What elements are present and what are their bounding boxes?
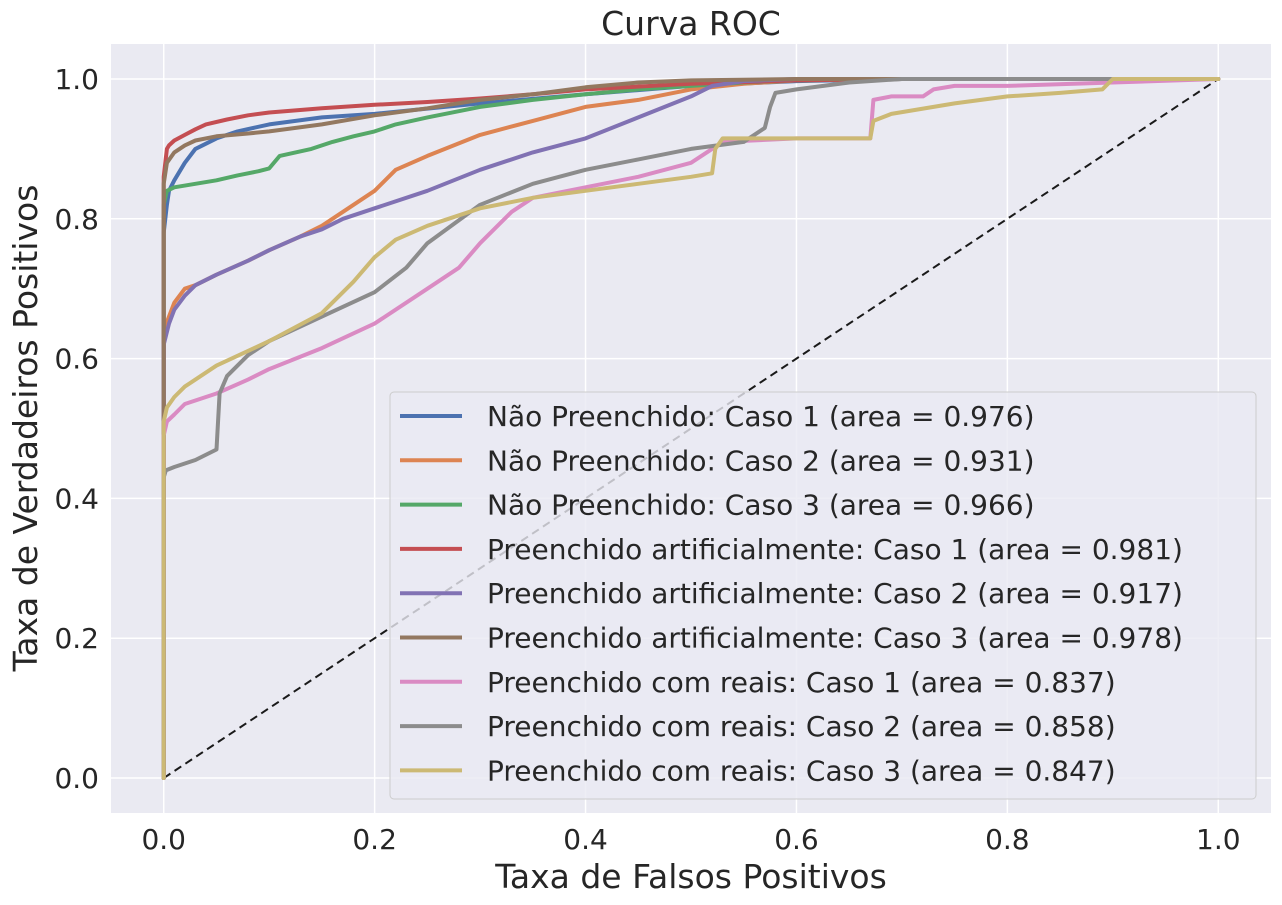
legend-label: Preenchido artificialmente: Caso 3 (area…	[487, 622, 1183, 655]
legend-label: Preenchido artificialmente: Caso 2 (area…	[487, 577, 1183, 610]
series-line-9	[161, 77, 1221, 780]
x-tick-labels: 0.0 0.2 0.4 0.6 0.8 1.0	[141, 823, 1240, 856]
legend-label: Preenchido artificialmente: Caso 1 (area…	[487, 533, 1183, 566]
x-tick-label: 0.8	[985, 823, 1030, 856]
legend-box	[389, 391, 1257, 800]
y-axis-label: Taxa de Verdadeiros Positivos	[6, 185, 45, 673]
x-axis-label: Taxa de Falsos Positivos	[494, 857, 887, 896]
series-line-2	[161, 77, 1221, 780]
x-tick-label: 0.0	[141, 823, 186, 856]
x-tick-label: 0.2	[352, 823, 397, 856]
legend: Não Preenchido: Caso 1 (area = 0.976) Não…	[389, 391, 1257, 800]
y-tick-label: 0.6	[54, 343, 99, 376]
series-line-6	[161, 77, 1221, 780]
y-tick-label: 1.0	[54, 63, 99, 96]
chart-title: Curva ROC	[601, 4, 781, 43]
series-line-3	[161, 77, 1221, 780]
x-tick-label: 0.6	[774, 823, 819, 856]
y-tick-label: 0.0	[54, 762, 99, 795]
x-tick-label: 1.0	[1196, 823, 1241, 856]
y-tick-label: 0.4	[54, 482, 99, 515]
y-tick-label: 0.2	[54, 622, 99, 655]
series-lines	[161, 77, 1221, 780]
series-line-4	[161, 77, 1221, 780]
x-tick-label: 0.4	[563, 823, 608, 856]
legend-label: Não Preenchido: Caso 3 (area = 0.966)	[487, 489, 1035, 522]
legend-label: Não Preenchido: Caso 2 (area = 0.931)	[487, 444, 1035, 477]
y-tick-label: 0.8	[54, 203, 99, 236]
chance-diagonal-line	[163, 78, 1219, 779]
series-line-5	[161, 77, 1221, 780]
legend-label: Preenchido com reais: Caso 1 (area = 0.8…	[487, 666, 1116, 699]
legend-label: Preenchido com reais: Caso 2 (area = 0.8…	[487, 710, 1116, 743]
legend-label: Não Preenchido: Caso 1 (area = 0.976)	[487, 400, 1035, 433]
legend-label: Preenchido com reais: Caso 3 (area = 0.8…	[487, 754, 1116, 787]
y-tick-labels: 0.0 0.2 0.4 0.6 0.8 1.0	[54, 63, 99, 795]
series-line-8	[161, 77, 1221, 780]
